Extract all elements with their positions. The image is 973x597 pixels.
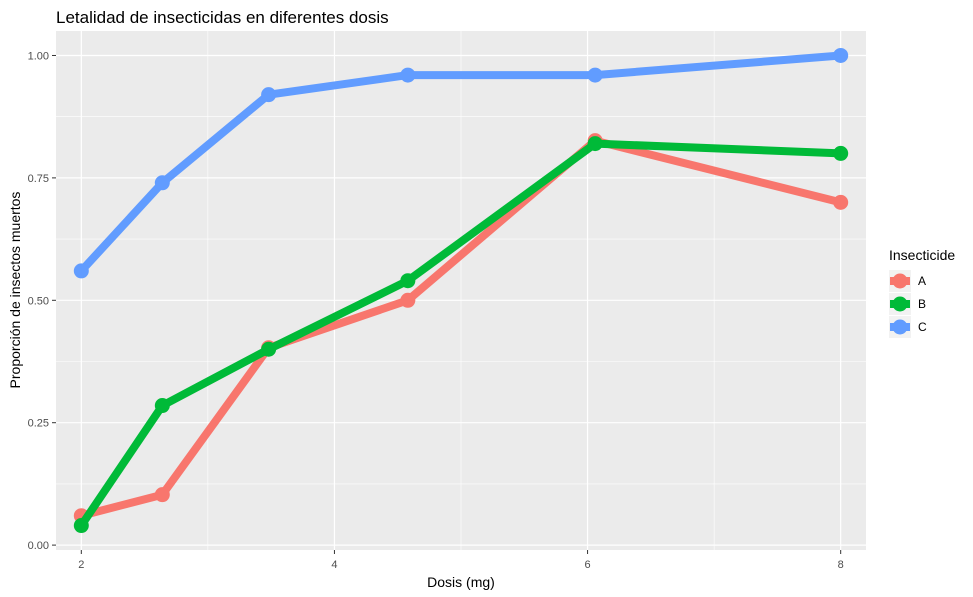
data-point-c xyxy=(833,47,849,63)
data-point-b xyxy=(261,341,277,357)
data-point-b xyxy=(400,273,416,289)
y-tick-label: 0.00 xyxy=(28,540,49,552)
y-tick-label: 0.75 xyxy=(28,173,49,185)
legend-label: A xyxy=(918,274,926,288)
data-point-b xyxy=(73,518,89,534)
series-line-c xyxy=(78,51,842,274)
series-b xyxy=(73,136,849,534)
data-point-c xyxy=(400,67,416,83)
y-tick-label: 0.25 xyxy=(28,418,49,430)
series-c xyxy=(73,47,849,279)
data-point-c xyxy=(587,67,603,83)
legend-label: B xyxy=(918,297,926,311)
series-layer xyxy=(73,47,849,534)
x-tick-label: 4 xyxy=(331,559,337,571)
legend-key-point xyxy=(892,296,908,312)
legend-item-a: A xyxy=(889,270,926,292)
chart-title: Letalidad de insecticidas en diferentes … xyxy=(56,8,389,27)
x-tick-label: 6 xyxy=(585,559,591,571)
legend-item-b: B xyxy=(889,293,926,315)
major-gridlines xyxy=(56,31,866,550)
y-axis-title: Proporción de insectos muertos xyxy=(7,192,23,389)
data-point-b xyxy=(833,145,849,161)
x-tick-label: 8 xyxy=(838,559,844,571)
legend-label: C xyxy=(918,320,927,334)
data-point-b xyxy=(154,398,170,414)
data-point-c xyxy=(73,263,89,279)
series-line-a xyxy=(80,136,842,520)
legend-key-point xyxy=(892,273,908,289)
legend-item-c: C xyxy=(889,316,927,338)
data-point-b xyxy=(587,136,603,152)
series-line-b xyxy=(77,139,841,528)
data-point-c xyxy=(154,175,170,191)
x-tick-label: 2 xyxy=(78,559,84,571)
x-axis: 2 4 6 8 xyxy=(78,550,844,571)
y-tick-label: 1.00 xyxy=(28,50,49,62)
data-point-a xyxy=(400,292,416,308)
legend-key-point xyxy=(892,319,908,335)
y-axis: 0.00 0.25 0.50 0.75 1.00 xyxy=(28,50,56,552)
data-point-a xyxy=(833,194,849,210)
legend: Insecticide ABC xyxy=(889,247,955,338)
data-point-a xyxy=(154,487,170,503)
data-point-c xyxy=(261,87,277,103)
y-tick-label: 0.50 xyxy=(28,295,49,307)
legend-title: Insecticide xyxy=(889,247,955,263)
x-axis-title: Dosis (mg) xyxy=(427,574,495,590)
